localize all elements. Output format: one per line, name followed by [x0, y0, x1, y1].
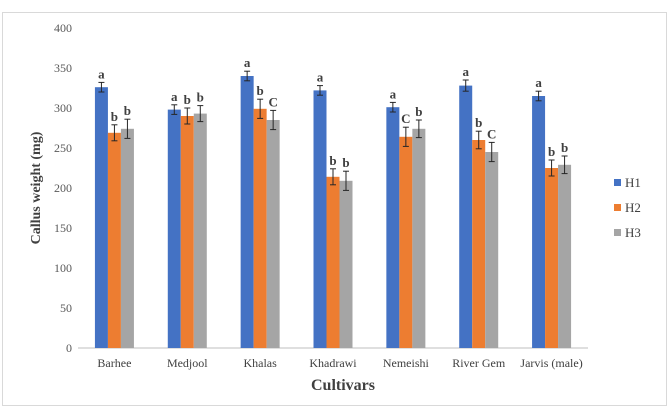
error-bars: [98, 70, 568, 191]
y-axis-title: Callus weight (mg): [29, 131, 44, 244]
bar-h3: [412, 128, 426, 348]
significance-label: b: [475, 115, 482, 130]
significance-label: b: [415, 104, 422, 119]
significance-label: b: [111, 109, 118, 124]
significance-label: b: [561, 140, 568, 155]
bar-h2: [253, 108, 267, 348]
bar-h1: [532, 96, 546, 348]
bar-h1: [240, 76, 254, 348]
category-label: Khalas: [243, 356, 277, 370]
bar-h2: [545, 168, 559, 348]
x-axis-title: Cultivars: [311, 377, 375, 394]
bar-h3: [558, 164, 572, 348]
significance-label: a: [535, 75, 542, 90]
y-axis-ticks: 0 50 100 150 200 250 300 350 400: [54, 21, 72, 355]
y-tick-label: 150: [54, 221, 72, 235]
category-label: Jarvis (male): [520, 356, 582, 370]
category-label: Medjool: [167, 356, 208, 370]
bar-h2: [399, 136, 413, 348]
bar-h3: [266, 120, 280, 348]
significance-label: C: [487, 126, 496, 141]
significance-label: a: [98, 66, 105, 81]
legend-swatch-h3: [614, 229, 621, 236]
bar-h3: [193, 113, 207, 348]
category-label: River Gem: [452, 356, 506, 370]
y-tick-label: 0: [66, 341, 72, 355]
bar-h3: [485, 152, 499, 348]
bar-h1: [94, 87, 108, 348]
significance-label: b: [257, 83, 264, 98]
y-tick-label: 300: [54, 101, 72, 115]
y-tick-label: 200: [54, 181, 72, 195]
significance-label: C: [401, 111, 410, 126]
significance-label: b: [184, 92, 191, 107]
bar-h1: [459, 85, 473, 348]
bar-h2: [180, 116, 194, 348]
bar-h2: [326, 176, 340, 348]
legend: H1 H2 H3: [614, 175, 641, 240]
bar-h3: [120, 128, 134, 348]
y-tick-label: 400: [54, 21, 72, 35]
legend-label-h3: H3: [625, 225, 641, 240]
category-labels: Barhee Medjool Khalas Khadrawi Nemeishi River…: [97, 356, 582, 370]
category-label: Khadrawi: [309, 356, 357, 370]
significance-label: a: [462, 64, 469, 79]
category-label: Nemeishi: [383, 356, 430, 370]
legend-label-h1: H1: [625, 175, 641, 190]
bar-h2: [472, 140, 486, 348]
significance-label: b: [329, 153, 336, 168]
legend-label-h2: H2: [625, 200, 641, 215]
bar-h2: [107, 132, 121, 348]
legend-swatch-h2: [614, 204, 621, 211]
significance-label: a: [390, 86, 397, 101]
y-tick-label: 250: [54, 141, 72, 155]
bar-h1: [167, 109, 181, 348]
bar-h3: [339, 180, 353, 348]
legend-swatch-h1: [614, 179, 621, 186]
significance-label: b: [548, 144, 555, 159]
y-tick-label: 100: [54, 261, 72, 275]
significance-label: a: [171, 89, 178, 104]
bar-h1: [386, 107, 400, 348]
significance-label: C: [268, 94, 277, 109]
significance-label: b: [342, 155, 349, 170]
y-tick-label: 350: [54, 61, 72, 75]
bars: [94, 76, 572, 349]
y-tick-label: 50: [60, 301, 72, 315]
significance-label: a: [317, 70, 324, 85]
significance-label: b: [124, 103, 131, 118]
significance-label: b: [197, 90, 204, 105]
significance-label: a: [244, 55, 251, 70]
category-label: Barhee: [97, 356, 131, 370]
bar-h1: [313, 90, 327, 349]
